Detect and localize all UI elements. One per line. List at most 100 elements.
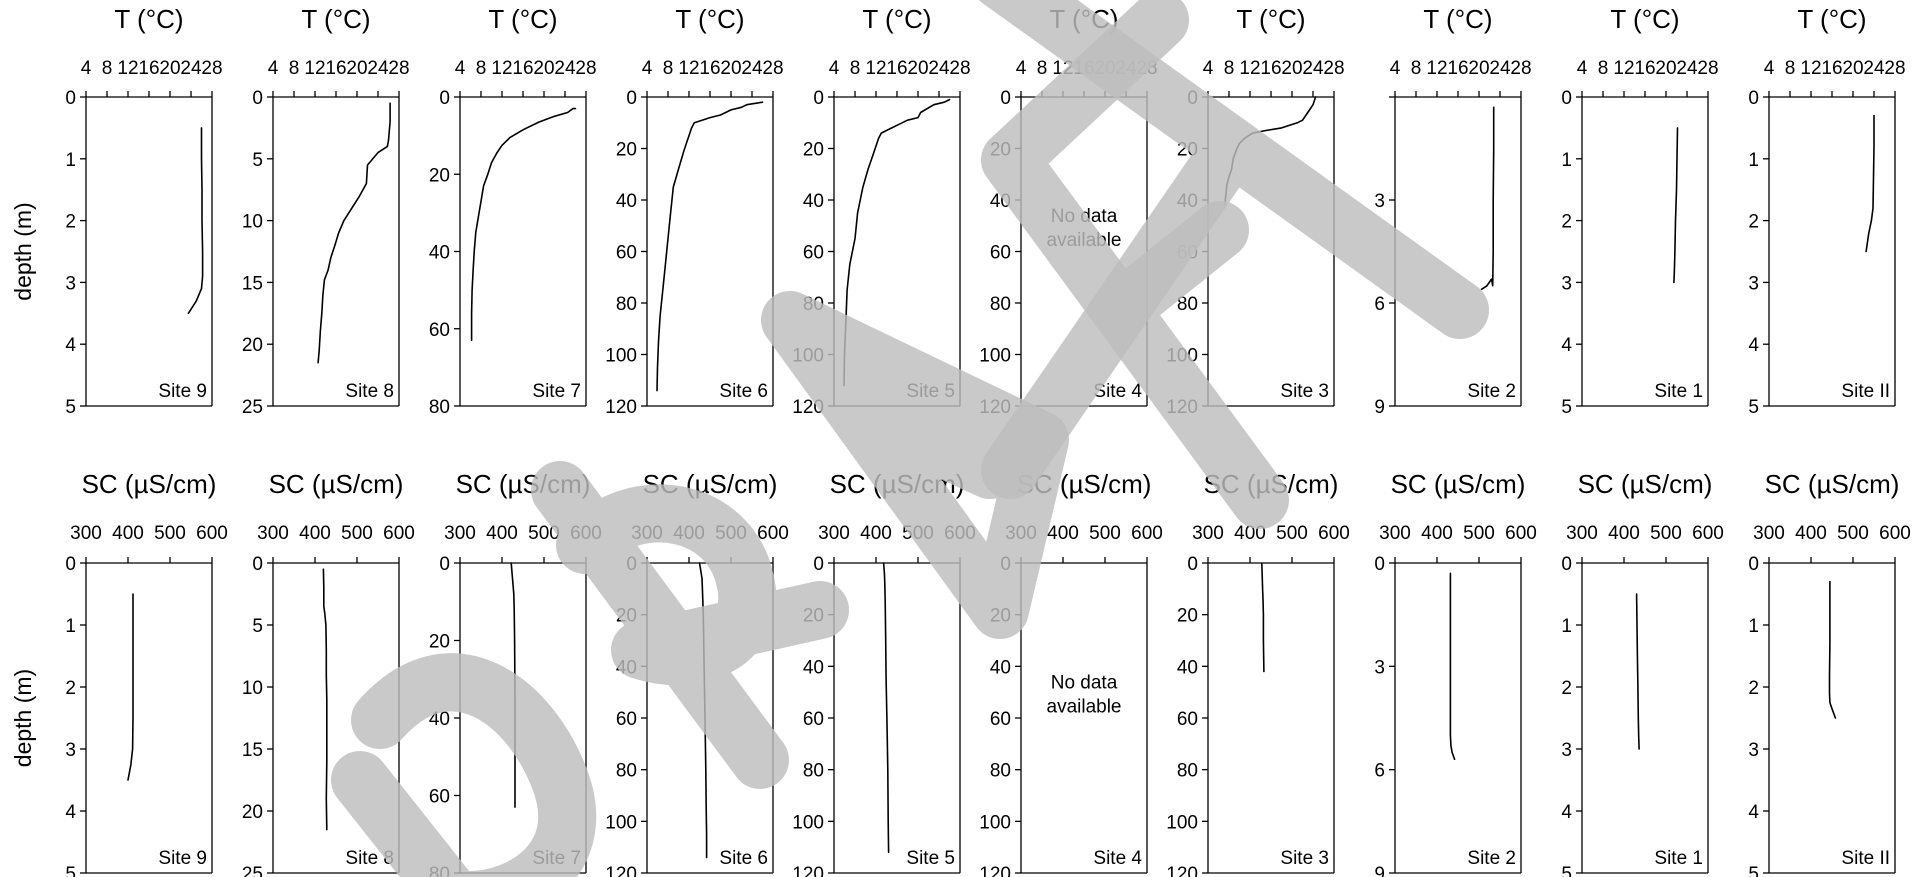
y-tick-label: 2 <box>1748 212 1759 233</box>
x-tick-label: 16 <box>138 58 159 79</box>
x-tick-label: 8 <box>1411 58 1422 79</box>
y-tick-label: 20 <box>803 140 824 161</box>
chart-panel: SC (µS/cm) 300 400 500 600 0 1 2 3 4 5 Site II <box>1748 469 1910 877</box>
x-tick-label: 600 <box>757 523 789 544</box>
x-tick-label: 20 <box>1842 58 1863 79</box>
x-tick-label: 400 <box>1421 523 1453 544</box>
y-tick-label: 0 <box>65 88 76 109</box>
y-tick-label: 20 <box>242 335 263 356</box>
profile-line <box>1828 580 1837 719</box>
y-tick-label: 4 <box>1561 335 1572 356</box>
site-label: Site 4 <box>1093 381 1142 402</box>
y-tick-label: 80 <box>429 397 450 418</box>
no-data-label: No data <box>1051 673 1118 694</box>
x-tick-label: 8 <box>289 58 300 79</box>
panel-title: SC (µS/cm) <box>82 469 217 499</box>
x-tick-label: 20 <box>720 58 741 79</box>
x-tick-label: 300 <box>257 523 289 544</box>
watermark-letter-t <box>979 0 1489 499</box>
y-tick-label: 60 <box>616 243 637 264</box>
x-tick-label: 4 <box>1203 58 1214 79</box>
x-tick-label: 28 <box>1323 58 1344 79</box>
y-tick-label: 3 <box>1561 273 1572 294</box>
y-tick-label: 0 <box>65 554 76 575</box>
x-tick-label: 28 <box>1697 58 1718 79</box>
y-tick-label: 60 <box>990 243 1011 264</box>
x-tick-label: 28 <box>762 58 783 79</box>
watermark <box>331 0 1489 877</box>
panel-title: SC (µS/cm) <box>1578 469 1713 499</box>
site-label: Site 2 <box>1467 381 1516 402</box>
site-label: Site 8 <box>345 381 394 402</box>
y-tick-label: 0 <box>252 554 263 575</box>
x-tick-label: 16 <box>512 58 533 79</box>
x-tick-label: 8 <box>1224 58 1235 79</box>
y-tick-label: 60 <box>803 709 824 730</box>
y-tick-label: 100 <box>605 812 637 833</box>
y-tick-label: 40 <box>803 191 824 212</box>
panel-title: SC (µS/cm) <box>1391 469 1526 499</box>
x-tick-label: 12 <box>865 58 886 79</box>
profile-line <box>843 98 951 387</box>
y-tick-label: 5 <box>1748 864 1759 877</box>
y-tick-label: 3 <box>1748 273 1759 294</box>
x-tick-label: 400 <box>860 523 892 544</box>
y-tick-label: 6 <box>1374 294 1385 315</box>
profile-line <box>187 127 204 315</box>
y-tick-label: 80 <box>990 761 1011 782</box>
y-tick-label: 0 <box>1561 554 1572 575</box>
x-tick-label: 16 <box>1634 58 1655 79</box>
y-tick-label: 1 <box>65 150 76 171</box>
x-tick-label: 16 <box>1447 58 1468 79</box>
site-label: Site 1 <box>1654 848 1703 869</box>
y-tick-label: 0 <box>439 88 450 109</box>
y-tick-label: 5 <box>252 616 263 637</box>
x-tick-label: 4 <box>1577 58 1588 79</box>
y-tick-label: 120 <box>605 397 637 418</box>
panel-title: T (°C) <box>675 4 744 34</box>
no-data-label: available <box>1047 697 1122 718</box>
panel-title: T (°C) <box>862 4 931 34</box>
x-tick-label: 500 <box>341 523 373 544</box>
y-tick-label: 5 <box>1561 397 1572 418</box>
y-tick-label: 0 <box>626 88 637 109</box>
y-tick-label: 0 <box>1000 88 1011 109</box>
site-label: Site 3 <box>1280 848 1329 869</box>
panel-title: SC (µS/cm) <box>1765 469 1900 499</box>
x-tick-label: 500 <box>1276 523 1308 544</box>
y-tick-label: 60 <box>429 320 450 341</box>
y-tick-label: 80 <box>803 761 824 782</box>
y-tick-label: 3 <box>65 273 76 294</box>
x-tick-label: 600 <box>1692 523 1724 544</box>
x-tick-label: 500 <box>528 523 560 544</box>
watermark-letter-a <box>761 291 1069 639</box>
y-tick-label: 6 <box>1374 761 1385 782</box>
y-tick-label: 120 <box>979 864 1011 877</box>
y-tick-label: 4 <box>65 335 76 356</box>
profile-line <box>1261 562 1265 673</box>
x-tick-label: 24 <box>928 58 950 79</box>
x-tick-label: 20 <box>907 58 928 79</box>
y-tick-label: 2 <box>65 212 76 233</box>
x-tick-label: 16 <box>699 58 720 79</box>
y-tick-label: 10 <box>242 678 263 699</box>
x-tick-label: 8 <box>102 58 113 79</box>
x-tick-label: 24 <box>1489 58 1511 79</box>
y-tick-label: 4 <box>65 802 76 823</box>
x-tick-label: 16 <box>886 58 907 79</box>
site-label: Site 9 <box>158 381 207 402</box>
panel-title: T (°C) <box>488 4 557 34</box>
y-tick-label: 0 <box>813 554 824 575</box>
y-tick-label: 2 <box>65 678 76 699</box>
x-tick-label: 16 <box>325 58 346 79</box>
x-tick-label: 8 <box>1598 58 1609 79</box>
profile-line <box>1480 106 1495 291</box>
x-tick-label: 12 <box>1426 58 1447 79</box>
y-tick-label: 120 <box>1166 864 1198 877</box>
y-tick-label: 120 <box>605 864 637 877</box>
x-tick-label: 20 <box>533 58 554 79</box>
